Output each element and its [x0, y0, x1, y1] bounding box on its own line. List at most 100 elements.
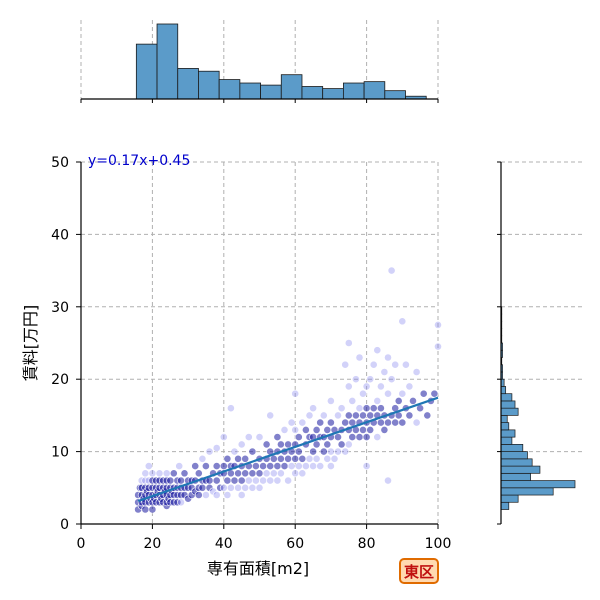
- x-histogram-bar: [280, 74, 303, 100]
- scatter-point: [287, 418, 296, 427]
- scatter-point: [255, 483, 264, 492]
- scatter-point: [234, 483, 242, 492]
- x-tick-label: 60: [286, 536, 304, 552]
- scatter-point: [237, 440, 246, 449]
- scatter-point: [298, 418, 307, 427]
- y-histogram-bar: [500, 415, 508, 423]
- scatter-point: [148, 469, 157, 478]
- y-histogram-bar: [500, 458, 533, 467]
- scatter-point: [201, 462, 210, 470]
- scatter-point: [291, 389, 300, 398]
- scatter-point: [266, 476, 275, 485]
- scatter-point: [298, 469, 307, 478]
- scatter-point: [276, 469, 285, 478]
- scatter-point: [194, 491, 203, 499]
- scatter-point: [341, 418, 350, 427]
- scatter-point: [291, 469, 300, 478]
- scatter-point: [280, 462, 289, 470]
- scatter-point: [359, 389, 367, 398]
- scatter-point: [287, 462, 296, 470]
- scatter-point: [223, 476, 232, 485]
- scatter-point: [344, 440, 353, 449]
- y-marginal-histogram: [497, 161, 585, 525]
- scatter-point: [373, 433, 382, 441]
- scatter-point: [298, 454, 307, 463]
- y-histogram-bar: [500, 436, 513, 445]
- scatter-point: [269, 469, 278, 478]
- scatter-point: [241, 469, 250, 478]
- scatter-point: [144, 462, 153, 470]
- scatter-point: [273, 462, 282, 470]
- scatter-point: [334, 447, 342, 456]
- scatter-point: [348, 433, 357, 441]
- scatter-point: [291, 454, 300, 463]
- x-histogram-bar: [198, 70, 220, 100]
- scatter-point: [359, 425, 367, 434]
- y-histogram-bar: [500, 400, 516, 409]
- x-axis-label: 専有面積[m2]: [207, 559, 309, 578]
- scatter-point: [341, 447, 350, 456]
- scatter-point: [355, 353, 364, 362]
- scatter-point: [387, 375, 396, 384]
- scatter-point: [141, 505, 150, 514]
- scatter-point: [305, 454, 314, 463]
- y-tick-label: 0: [60, 517, 69, 533]
- scatter-point: [155, 469, 164, 478]
- scatter-point: [369, 404, 378, 413]
- x-histogram-bar: [239, 82, 261, 100]
- y-tick-label: 10: [51, 445, 69, 461]
- regression-line: [137, 396, 439, 503]
- y-histogram-bar: [500, 386, 507, 395]
- scatter-point: [162, 469, 171, 478]
- scatter-point: [212, 462, 221, 470]
- scatter-point: [384, 418, 392, 427]
- scatter-point: [294, 462, 303, 470]
- scatter-point: [241, 483, 250, 492]
- scatter-point: [348, 396, 357, 405]
- scatter-point: [180, 469, 189, 478]
- scatter-point: [434, 342, 442, 351]
- scatter-point: [223, 454, 232, 463]
- scatter-point: [423, 411, 432, 420]
- scatter-point: [255, 433, 264, 441]
- scatter-point: [359, 411, 367, 420]
- scatter-point: [194, 469, 203, 478]
- scatter-point: [219, 433, 228, 441]
- scatter-point: [323, 425, 332, 434]
- scatter-point: [334, 433, 342, 441]
- scatter-point: [259, 476, 267, 485]
- scatter-point: [294, 433, 303, 441]
- y-histogram-bar: [500, 472, 531, 481]
- x-histogram-bar: [363, 81, 386, 100]
- x-tick-label: 80: [358, 536, 376, 552]
- y-histogram-bar: [500, 393, 513, 402]
- x-tick-label: 100: [425, 536, 452, 552]
- scatter-point: [251, 462, 260, 470]
- scatter-point: [244, 433, 253, 441]
- scatter-point: [234, 469, 242, 478]
- scatter-point: [198, 483, 207, 492]
- scatter-point: [141, 469, 150, 478]
- regression-equation: y=0.17x+0.45: [88, 153, 190, 169]
- scatter-point: [344, 382, 353, 391]
- y-histogram-bar: [500, 465, 541, 474]
- scatter-point: [323, 454, 332, 463]
- scatter-point: [237, 491, 246, 499]
- y-histogram-bar: [500, 429, 516, 438]
- scatter-point: [337, 440, 346, 449]
- scatter-point: [384, 476, 392, 485]
- scatter-point: [430, 389, 439, 398]
- scatter-point: [326, 418, 335, 427]
- scatter-point: [341, 360, 350, 369]
- x-histogram-bar: [260, 84, 282, 100]
- y-tick-label: 30: [51, 300, 69, 316]
- scatter-point: [344, 411, 353, 420]
- scatter-point: [419, 389, 428, 398]
- scatter-point: [326, 462, 335, 470]
- scatter-point: [326, 396, 335, 405]
- scatter-point: [351, 411, 360, 420]
- y-histogram-bar: [500, 422, 510, 431]
- scatter-point: [309, 462, 317, 470]
- scatter-point: [405, 382, 414, 391]
- scatter-point: [330, 454, 339, 463]
